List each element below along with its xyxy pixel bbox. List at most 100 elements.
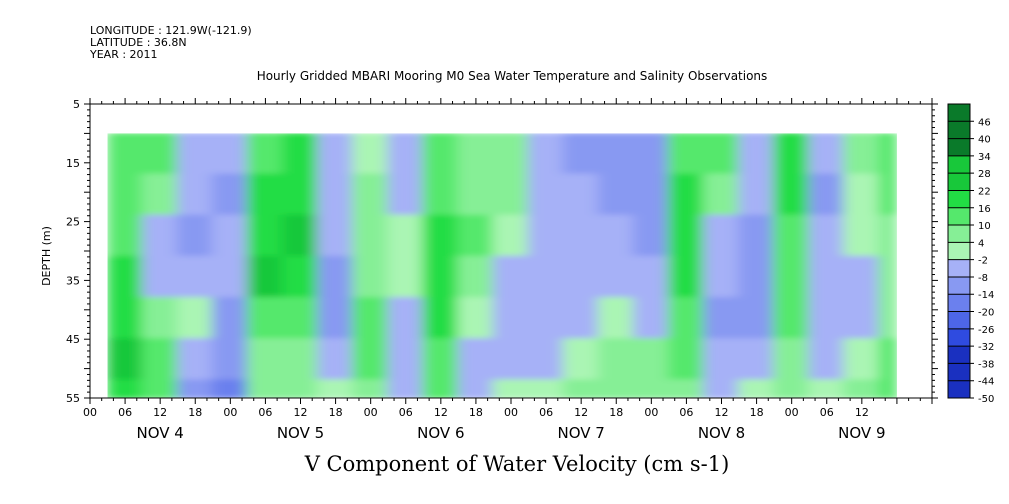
heatmap-cell [878, 379, 898, 398]
colorbar-label: 10 [978, 221, 991, 232]
heatmap-cell [106, 255, 144, 300]
heatmap-cell [632, 379, 670, 398]
heatmap-cell [141, 379, 179, 398]
heatmap-cell [281, 173, 320, 217]
heatmap-cell [843, 379, 881, 398]
heatmap-cell [738, 255, 776, 300]
heatmap-cell [843, 338, 881, 382]
heatmap-cell [176, 297, 214, 341]
heatmap-cell [211, 132, 249, 176]
heatmap-cell [808, 255, 846, 300]
heatmap-cell [738, 379, 776, 398]
heatmap-cell [843, 214, 881, 258]
heatmap-cell [176, 338, 214, 382]
heatmap-cell [457, 173, 495, 217]
colorbar-label: -44 [978, 377, 994, 388]
heatmap-cell [632, 255, 670, 300]
heatmap-cell [387, 214, 425, 258]
heatmap-cell [457, 255, 495, 300]
heatmap-cell [422, 338, 460, 382]
heatmap-cell [667, 255, 705, 300]
x-day-label: NOV 7 [557, 424, 604, 442]
heatmap-cell [843, 132, 881, 176]
x-hour-tick-label: 06 [539, 406, 553, 419]
heatmap-cell [527, 255, 565, 300]
colorbar-label: -20 [978, 308, 994, 319]
chart-title: Hourly Gridded MBARI Mooring M0 Sea Wate… [256, 69, 768, 83]
heatmap-cell [352, 255, 390, 300]
x-hour-tick-label: 18 [188, 406, 202, 419]
heatmap-cell [281, 214, 320, 258]
heatmap-cell [808, 132, 846, 176]
heatmap-cell [562, 379, 600, 398]
heatmap-cell [738, 132, 776, 176]
heatmap-cell [141, 297, 179, 341]
year-label: YEAR : 2011 [90, 48, 158, 61]
heatmap-cell [597, 132, 635, 176]
heatmap-cell [317, 255, 355, 300]
heatmap-cell [843, 173, 881, 217]
heatmap-cell [422, 255, 460, 300]
heatmap-cell [457, 379, 495, 398]
heatmap-cell [317, 173, 355, 217]
heatmap-cell [176, 173, 214, 217]
x-hour-tick-label: 18 [469, 406, 483, 419]
heatmap-cell [702, 173, 741, 217]
heatmap-cell [176, 132, 214, 176]
heatmap-cell [317, 214, 355, 258]
heatmap-cell [878, 214, 898, 258]
x-day-label: NOV 9 [838, 424, 885, 442]
x-hour-tick-label: 00 [785, 406, 799, 419]
heatmap-cell [562, 214, 600, 258]
heatmap-cell [597, 173, 635, 217]
colorbar-swatch [948, 173, 970, 191]
heatmap-cell [632, 173, 670, 217]
y-tick-label: 55 [66, 392, 80, 405]
heatmap-cell [702, 214, 741, 258]
heatmap-cell [387, 173, 425, 217]
heatmap-cell [176, 379, 214, 398]
colorbar-label: -32 [978, 342, 994, 353]
heatmap-cell [141, 214, 179, 258]
x-hour-tick-label: 00 [223, 406, 237, 419]
heatmap-cell [141, 132, 179, 176]
heatmap-cell [281, 297, 320, 341]
x-hour-tick-label: 06 [820, 406, 834, 419]
heatmap-cell [808, 338, 846, 382]
heatmap-cell [422, 214, 460, 258]
heatmap-cell [457, 297, 495, 341]
colorbar-swatch [948, 346, 970, 364]
heatmap-cell [141, 173, 179, 217]
heatmap-cell [176, 214, 214, 258]
colorbar-swatch [948, 207, 970, 226]
x-day-label: NOV 4 [136, 424, 183, 442]
heatmap-cell [773, 338, 811, 382]
heatmap-cell [106, 379, 144, 398]
heatmap-cell [352, 173, 390, 217]
heatmap-cell [562, 338, 600, 382]
colorbar-label: -2 [978, 256, 988, 267]
heatmap-cell [738, 214, 776, 258]
heatmap-cell [667, 132, 705, 176]
x-hour-tick-label: 18 [609, 406, 623, 419]
heatmap-cell [211, 173, 249, 217]
x-hour-tick-label: 00 [504, 406, 518, 419]
heatmap-cell [281, 132, 320, 176]
heatmap-cell [387, 255, 425, 300]
x-hour-tick-label: 06 [399, 406, 413, 419]
x-hour-tick-label: 00 [364, 406, 378, 419]
colorbar-label: 16 [978, 204, 991, 215]
heatmap-cell [562, 255, 600, 300]
heatmap-cell [246, 255, 284, 300]
nodata-right [896, 104, 932, 398]
heatmap-cell [738, 338, 776, 382]
heatmap-cell [141, 338, 179, 382]
axes-layer: 00 06 12 18 00 06 12 18 00 06 12 18 00 06 12 18 00 06 12 18… [66, 98, 938, 442]
heatmap-cell [352, 379, 390, 398]
heatmap-cell [457, 338, 495, 382]
x-hour-tick-label: 06 [258, 406, 272, 419]
heatmap-cell [738, 297, 776, 341]
colorbar-swatch [948, 138, 970, 156]
heatmap-cell [738, 173, 776, 217]
nodata-left [90, 104, 108, 398]
